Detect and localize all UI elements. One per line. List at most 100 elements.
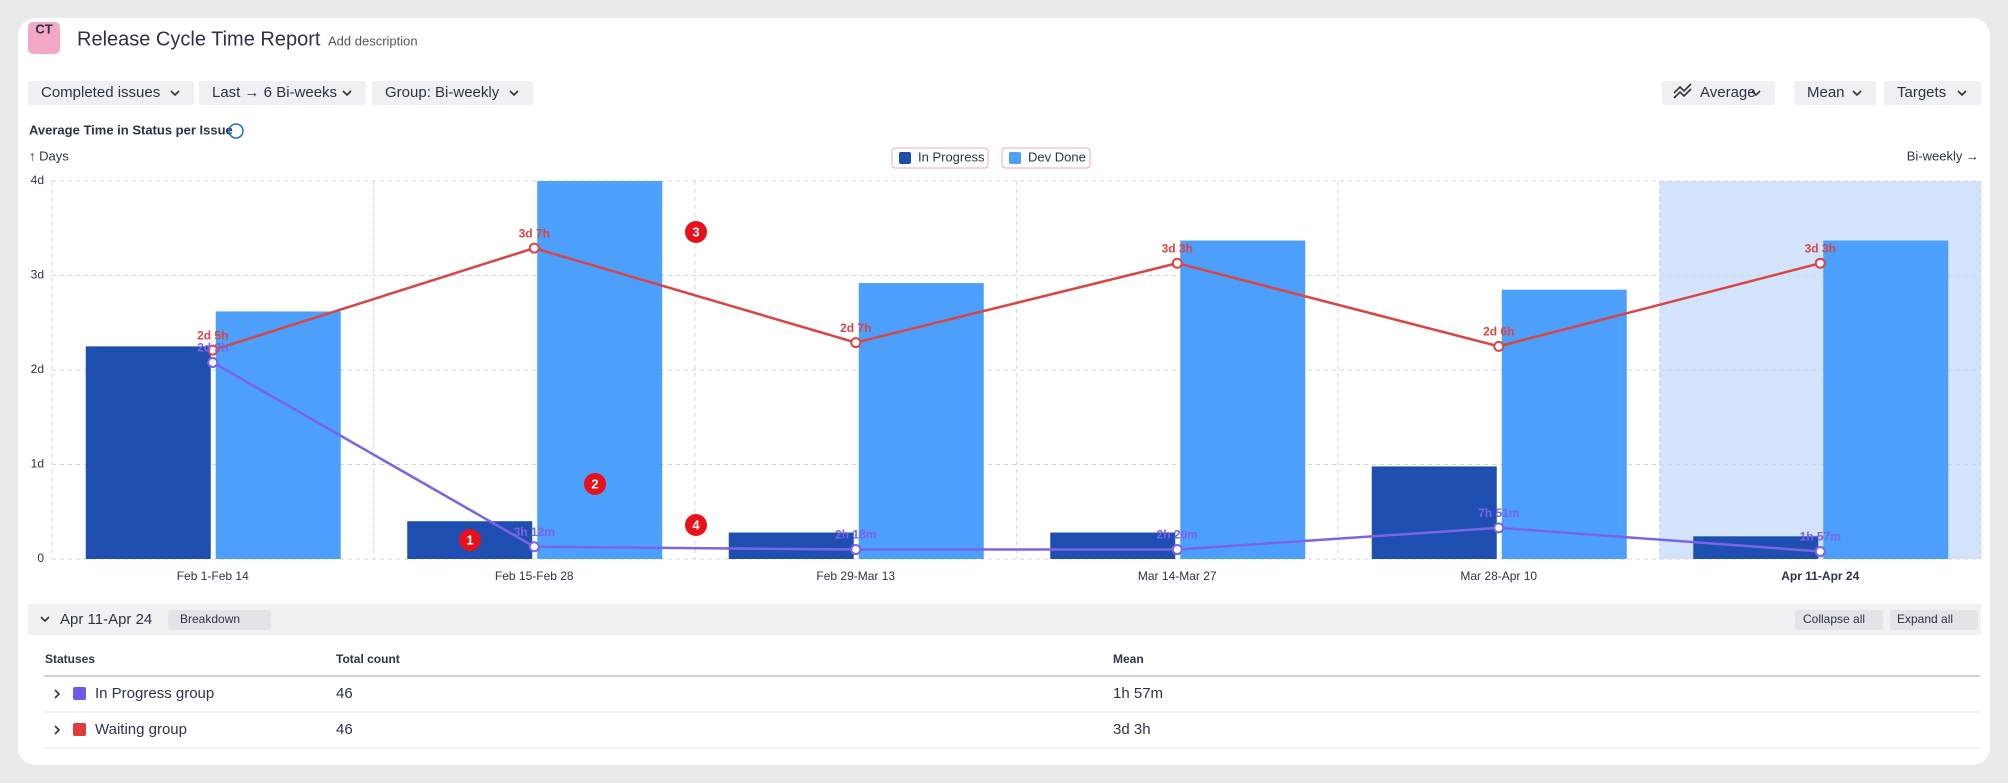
annotation-label: 3	[692, 224, 699, 239]
column-header: Total count	[336, 652, 400, 666]
x-tick-label: Feb 29-Mar 13	[816, 569, 895, 583]
line-point	[850, 544, 862, 556]
toolbar-button[interactable]	[1662, 81, 1775, 105]
y-tick-label: 2d	[31, 362, 44, 376]
toolbar-button[interactable]	[1884, 81, 1981, 105]
x-tick-label: Feb 1-Feb 14	[177, 569, 249, 583]
point-label: 3d 7h	[519, 226, 550, 240]
chevron	[1751, 90, 1761, 97]
point-label: 7h 51m	[1478, 506, 1519, 520]
toolbar-button[interactable]	[1794, 81, 1876, 105]
row-expander[interactable]	[54, 725, 61, 735]
legend-label: Dev Done	[1028, 149, 1086, 164]
chevron	[1957, 90, 1967, 97]
legend-box[interactable]	[891, 147, 989, 169]
line-point	[207, 344, 219, 356]
period: Apr 11-Apr 24	[60, 611, 152, 628]
logo	[28, 22, 60, 54]
x-tick-label: Mar 14-Mar 27	[1138, 569, 1217, 583]
annotation-marker	[584, 473, 606, 495]
toolbar-label: Completed issues	[41, 84, 160, 101]
card	[18, 18, 1990, 765]
chevron	[1852, 90, 1862, 97]
collapse-chevron[interactable]	[40, 616, 50, 623]
bar	[1501, 289, 1627, 559]
point-label: 1h 57m	[1800, 530, 1841, 544]
annotation-marker	[685, 514, 707, 536]
line-point	[528, 242, 540, 254]
breakdown-button[interactable]	[168, 610, 271, 630]
toolbar-button[interactable]	[199, 81, 366, 105]
legend-swatch	[899, 152, 911, 164]
line	[212, 361, 1821, 553]
line-point	[1814, 257, 1826, 269]
annotation-label: 1	[466, 532, 473, 547]
legend-swatch	[1009, 152, 1021, 164]
annotation-label: 4	[692, 517, 700, 532]
row-swatch	[73, 723, 86, 736]
toolbar-button[interactable]	[28, 81, 194, 105]
row-swatch	[73, 687, 86, 700]
collapse-all-label: Collapse all	[1803, 612, 1865, 626]
line-point	[1493, 522, 1505, 534]
toolbar-button[interactable]	[372, 81, 533, 105]
breakdown-label: Breakdown	[180, 612, 240, 626]
point-label: 2d 5h	[197, 328, 228, 342]
title: Release Cycle Time Report	[77, 28, 321, 50]
expand-all-button[interactable]	[1890, 610, 1978, 630]
point-label: 3d 3h	[1162, 241, 1193, 255]
x-tick-label: Mar 28-Apr 10	[1460, 569, 1537, 583]
column-header: Mean	[1113, 652, 1144, 666]
toolbar-label: Group: Bi-weekly	[385, 84, 500, 101]
x-tick-label: Feb 15-Feb 28	[495, 569, 574, 583]
toolbar-label: Average	[1700, 84, 1756, 101]
bar	[85, 346, 211, 559]
y-axis-label: ↑ Days	[29, 148, 69, 163]
point-label: 2h 20m	[1157, 528, 1198, 542]
detail-bar	[28, 604, 1981, 635]
toolbar-label: Targets	[1897, 84, 1946, 101]
bar	[537, 181, 663, 559]
row-expander[interactable]	[54, 689, 61, 699]
line-point	[1493, 340, 1505, 352]
logo-text: CT	[35, 21, 52, 36]
chevron	[509, 90, 519, 97]
point-label: 2d 2h	[197, 341, 228, 355]
bar	[1050, 532, 1176, 559]
annotation-marker	[459, 529, 481, 551]
cell: In Progress group	[95, 685, 214, 702]
collapse-all-button[interactable]	[1795, 610, 1883, 630]
annotation-marker	[685, 221, 707, 243]
cell: 46	[336, 721, 353, 738]
bar	[1371, 466, 1497, 559]
expand-all-label: Expand all	[1897, 612, 1953, 626]
description[interactable]: Add description	[328, 33, 418, 48]
cell: Waiting group	[95, 721, 187, 738]
chart-title: Average Time in Status per Issue	[29, 122, 233, 137]
point-label: 3d 3h	[1805, 241, 1836, 255]
x-axis-label: Bi-weekly →	[1907, 148, 1979, 163]
line-point	[1814, 545, 1826, 557]
point-label: 2d 6h	[1483, 325, 1514, 339]
line-point	[1171, 544, 1183, 556]
cell: 1h 57m	[1113, 685, 1163, 702]
info-icon[interactable]	[228, 123, 244, 139]
line-point	[1171, 257, 1183, 269]
legend-box[interactable]	[1001, 147, 1091, 169]
line	[212, 246, 1821, 352]
line-point	[207, 356, 219, 368]
cell: 46	[336, 685, 353, 702]
toolbar-label: Last → 6 Bi-weeks	[212, 84, 337, 101]
point-label: 3h 12m	[514, 525, 555, 539]
line-point	[528, 541, 540, 553]
bar	[1823, 240, 1949, 559]
cell: 3d 3h	[1113, 721, 1151, 738]
x-tick-label: Apr 11-Apr 24	[1781, 569, 1859, 583]
y-tick-label: 4d	[31, 173, 44, 187]
y-tick-label: 1d	[31, 457, 44, 471]
bar	[215, 311, 341, 559]
point-label: 2d 7h	[840, 321, 871, 335]
bar	[1180, 240, 1306, 559]
